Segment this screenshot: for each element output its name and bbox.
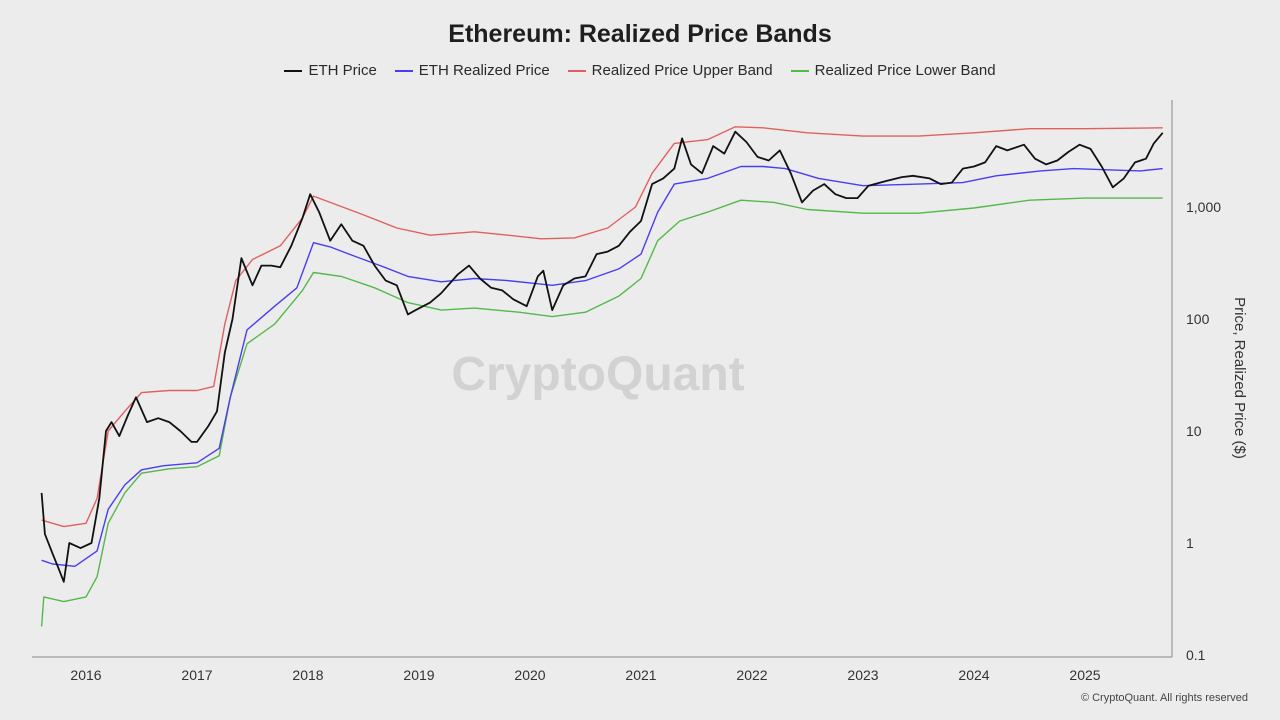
x-tick-label: 2025	[1069, 667, 1100, 683]
y-tick-label: 100	[1186, 311, 1210, 327]
legend-item-lower-band[interactable]: Realized Price Lower Band	[790, 62, 996, 79]
watermark: CryptoQuant	[451, 348, 744, 401]
legend-swatch-lower-band	[790, 69, 809, 72]
copyright-text: © CryptoQuant. All rights reserved	[1080, 692, 1248, 704]
x-tick-label: 2022	[736, 667, 767, 683]
y-ticks: 0.1 1 10 100 1,000	[1186, 199, 1221, 663]
chart-title: Ethereum: Realized Price Bands	[448, 20, 832, 48]
y-tick-label: 10	[1186, 423, 1202, 439]
legend-item-eth-price[interactable]: ETH Price	[284, 62, 377, 79]
legend-item-realized-price[interactable]: ETH Realized Price	[394, 62, 550, 79]
x-tick-label: 2021	[625, 667, 656, 683]
series-line-realized-price-lower-band	[40, 197, 1163, 627]
series-line-realized-price-upper-band	[41, 126, 1163, 528]
x-ticks: 2016 2017 2018 2019 2020 2021 2022 2023 2024 2025	[70, 667, 1100, 683]
x-tick-label: 2017	[181, 667, 212, 683]
series-line-eth-price	[40, 130, 1164, 583]
x-tick-label: 2019	[403, 667, 434, 683]
series-layer	[40, 126, 1164, 627]
y-tick-label: 0.1	[1186, 647, 1206, 663]
y-axis-title: Price, Realized Price ($)	[1231, 297, 1248, 459]
legend: ETH Price ETH Realized Price Realized Pr…	[0, 62, 1280, 79]
legend-swatch-upper-band	[567, 69, 586, 72]
legend-swatch-eth-price	[284, 69, 303, 72]
x-tick-label: 2018	[292, 667, 323, 683]
legend-item-upper-band[interactable]: Realized Price Upper Band	[567, 62, 773, 79]
x-tick-label: 2020	[514, 667, 545, 683]
y-tick-label: 1	[1186, 535, 1194, 551]
legend-label: ETH Price	[308, 62, 377, 79]
legend-label: ETH Realized Price	[418, 62, 550, 79]
legend-label: Realized Price Upper Band	[591, 62, 773, 79]
x-tick-label: 2023	[847, 667, 878, 683]
x-tick-label: 2016	[70, 667, 101, 683]
series-line-eth-realized-price	[41, 165, 1163, 567]
legend-label: Realized Price Lower Band	[814, 62, 996, 79]
y-tick-label: 1,000	[1186, 199, 1221, 215]
x-tick-label: 2024	[958, 667, 989, 683]
legend-swatch-realized-price	[394, 69, 413, 72]
